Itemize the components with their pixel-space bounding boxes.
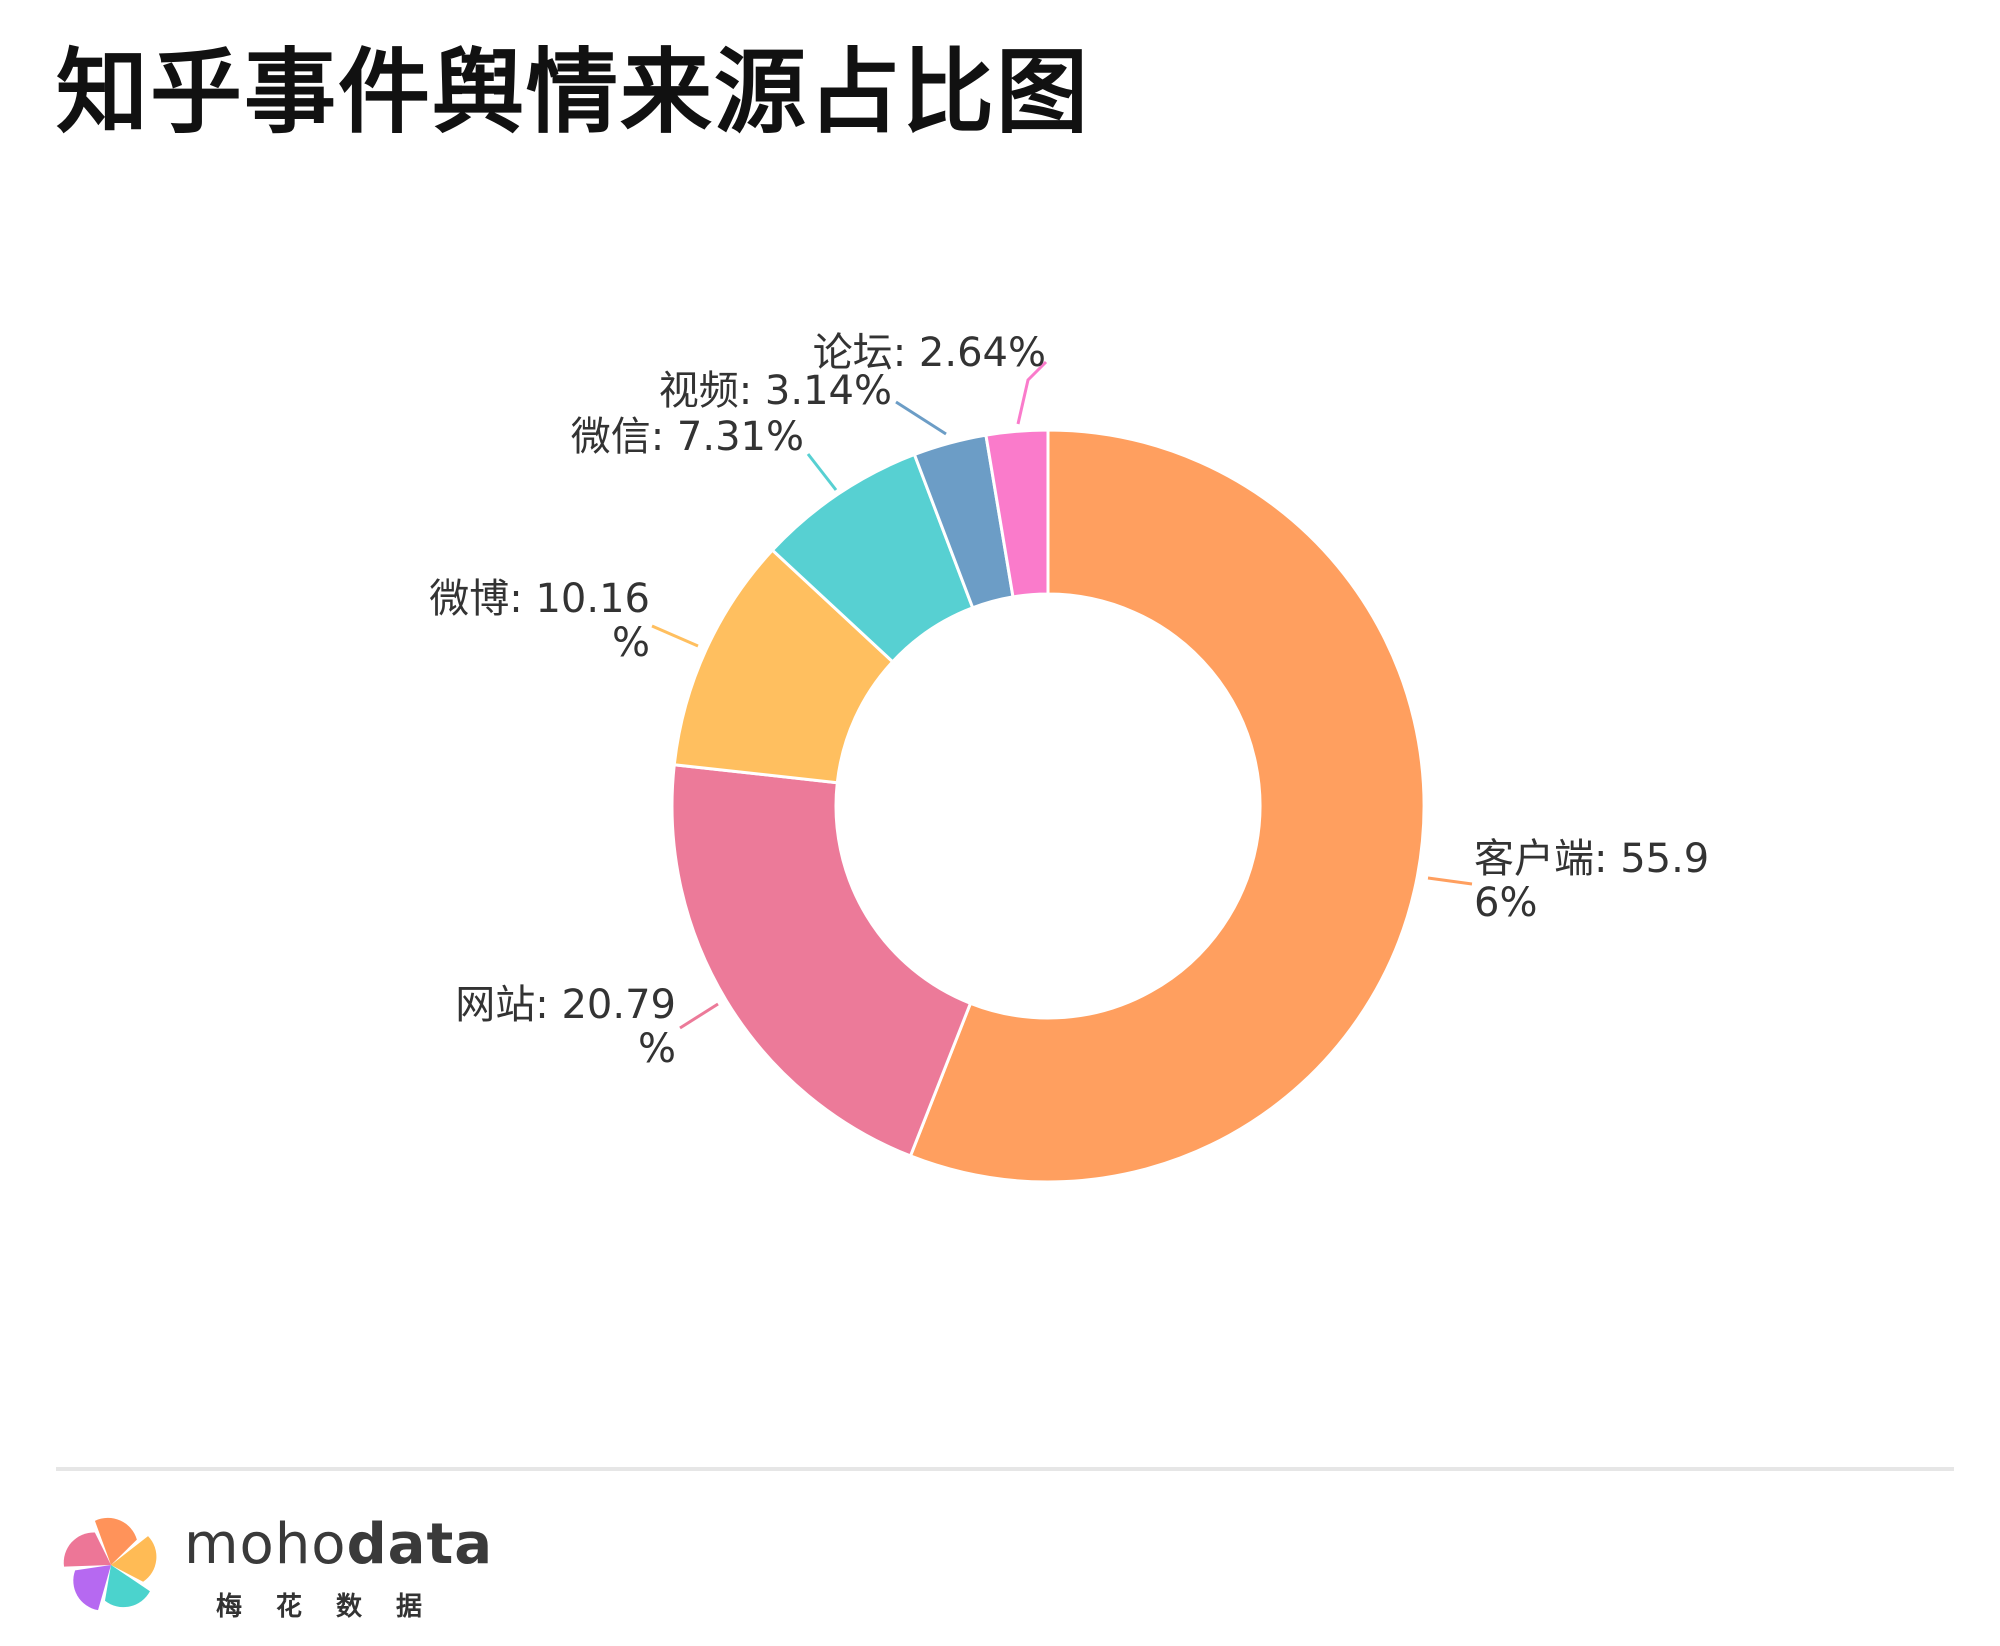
brand-name-light: moho xyxy=(184,1512,347,1577)
slice-label-line1: 客户端: 55.9 xyxy=(1474,836,1709,882)
brand-footer: mohodata 梅花数据 xyxy=(56,1510,492,1630)
logo-petal xyxy=(73,1565,111,1611)
slice-label-微信: 微信: 7.31% xyxy=(571,414,804,460)
label-leader-lines xyxy=(651,360,1473,1030)
slice-label-line1: 微博: 10.16 xyxy=(429,576,650,622)
donut-chart: 客户端: 55.9 6%网站: 20.79 %微博: 10.16 %微信: 7.31%… xyxy=(429,330,1709,1184)
slice-论坛[interactable] xyxy=(984,428,1050,599)
logo-petal xyxy=(63,1532,111,1567)
page-title: 知乎事件舆情来源占比图 xyxy=(56,39,1091,146)
slice-label-微博: 微博: 10.16% xyxy=(429,576,650,666)
slice-label-网站: 网站: 20.79% xyxy=(455,982,676,1072)
slice-label-line2: % xyxy=(612,620,650,666)
logo-petal xyxy=(94,1517,137,1565)
mohodata-logo-icon xyxy=(63,1517,157,1611)
leader-line-论坛 xyxy=(1016,360,1048,425)
slice-label-line1: 网站: 20.79 xyxy=(455,982,676,1028)
donut-slices xyxy=(670,428,1426,1184)
brand-subtitle: 梅花数据 xyxy=(216,1592,457,1622)
brand-name: mohodata xyxy=(184,1514,493,1576)
logo-petal xyxy=(104,1565,150,1608)
leader-line-视频 xyxy=(895,400,947,436)
slice-label-客户端: 客户端: 55.9 6% xyxy=(1474,836,1709,926)
leader-line-微信 xyxy=(806,453,838,491)
brand-name-bold: data xyxy=(346,1512,494,1577)
logo-petal xyxy=(111,1536,157,1582)
slice-label-line2: 6% xyxy=(1474,880,1537,926)
slice-label-line1: 微信: 7.31% xyxy=(571,414,804,460)
footer-divider xyxy=(56,1467,1954,1471)
slice-客户端[interactable] xyxy=(908,428,1426,1184)
slice-label-论坛: 论坛: 2.64% xyxy=(813,330,1046,376)
leader-line-网站 xyxy=(679,1002,719,1030)
slice-网站[interactable] xyxy=(670,763,973,1158)
leader-line-客户端 xyxy=(1427,876,1473,886)
slice-label-视频: 视频: 3.14% xyxy=(659,368,892,414)
slice-label-line1: 论坛: 2.64% xyxy=(813,330,1046,376)
slice-labels: 客户端: 55.9 6%网站: 20.79 %微博: 10.16 %微信: 7.31%… xyxy=(429,330,1709,1072)
slice-label-line2: % xyxy=(638,1026,676,1072)
slice-label-line1: 视频: 3.14% xyxy=(659,368,892,414)
leader-line-微博 xyxy=(651,624,699,648)
